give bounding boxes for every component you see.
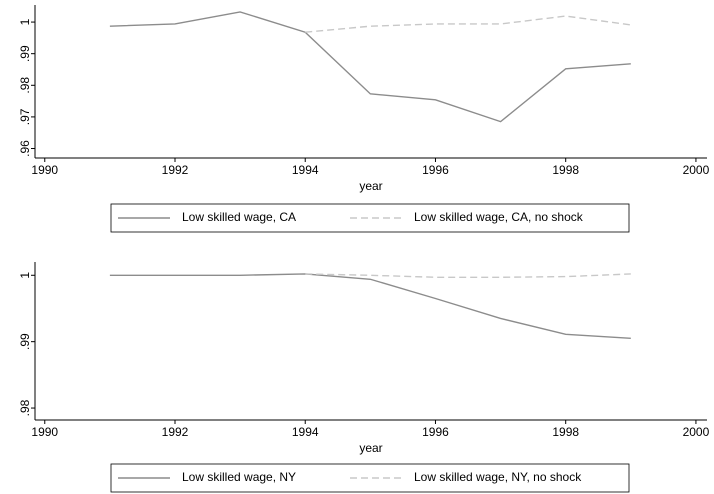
x-axis-label: year <box>359 179 382 193</box>
legend-label: Low skilled wage, CA, no shock <box>414 210 584 224</box>
x-tick-label: 1994 <box>292 425 319 439</box>
y-tick-label: .99 <box>18 333 32 350</box>
x-tick-label: 1996 <box>422 425 449 439</box>
series-line <box>305 273 631 278</box>
series-line <box>109 11 631 123</box>
y-tick-label: .98 <box>18 399 32 416</box>
legend-box <box>110 463 630 493</box>
x-tick-label: 1996 <box>422 163 449 177</box>
x-tick-label: 2000 <box>683 425 710 439</box>
x-tick-label: 1998 <box>552 163 579 177</box>
legend-label: Low skilled wage, NY <box>182 470 296 484</box>
x-tick-label: 1998 <box>552 425 579 439</box>
legend-label: Low skilled wage, NY, no shock <box>414 470 582 484</box>
series-line <box>305 15 631 33</box>
x-tick-label: 1990 <box>31 163 58 177</box>
x-tick-label: 2000 <box>683 163 710 177</box>
y-tick-label: .99 <box>18 45 32 62</box>
x-tick-label: 1992 <box>162 425 189 439</box>
x-tick-label: 1994 <box>292 163 319 177</box>
y-tick-label: 1 <box>18 272 32 279</box>
x-tick-label: 1990 <box>31 425 58 439</box>
x-axis-label: year <box>359 441 382 455</box>
series-line <box>109 273 631 340</box>
y-tick-label: .98 <box>18 77 32 94</box>
legend-label: Low skilled wage, CA <box>182 210 296 224</box>
y-tick-label: .96 <box>18 140 32 157</box>
x-tick-label: 1992 <box>162 163 189 177</box>
y-tick-label: 1 <box>18 18 32 25</box>
legend-box <box>110 203 630 233</box>
y-tick-label: .97 <box>18 108 32 125</box>
